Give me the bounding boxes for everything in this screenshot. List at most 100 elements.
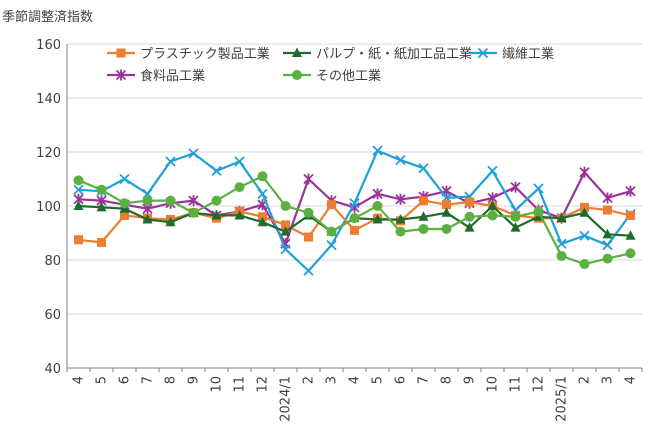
data-point [142, 214, 153, 224]
legend-item: パルプ・紙・紙加工品工業 [283, 46, 472, 62]
data-point [188, 148, 199, 159]
data-point [73, 200, 84, 210]
x-tick-label: 10 [210, 376, 225, 393]
data-point [211, 209, 222, 220]
y-tick-label: 160 [36, 38, 61, 53]
data-point [477, 47, 489, 59]
data-point [625, 248, 636, 259]
data-point [419, 196, 428, 206]
data-point [579, 259, 590, 270]
data-point [464, 222, 475, 232]
legend-label: プラスチック製品工業 [140, 46, 270, 62]
x-tick-label: 2024/1 [279, 376, 294, 422]
data-point [487, 210, 498, 221]
data-point [116, 48, 126, 58]
data-point [602, 240, 613, 251]
y-tick-label: 40 [44, 362, 61, 377]
y-tick-label: 80 [44, 254, 61, 269]
data-point [625, 230, 636, 240]
data-point [303, 173, 314, 185]
x-tick-label: 11 [509, 376, 524, 393]
data-point [579, 207, 590, 217]
legend-item: その他工業 [283, 68, 381, 84]
data-point [292, 47, 302, 57]
data-point [556, 250, 567, 261]
data-point [292, 70, 302, 80]
data-point [303, 207, 314, 218]
legend-item: 繊維工業 [469, 46, 554, 62]
data-point [487, 200, 498, 210]
x-tick-label: 8 [440, 376, 455, 384]
data-point [142, 195, 153, 206]
data-point [165, 216, 176, 227]
x-tick-label: 9 [463, 376, 478, 384]
data-point [441, 223, 452, 234]
x-tick-label: 3 [325, 376, 340, 384]
data-point [464, 211, 475, 222]
data-point [303, 265, 314, 276]
data-point [418, 163, 429, 174]
data-point [304, 232, 313, 242]
data-point [96, 201, 107, 212]
data-point [280, 201, 291, 211]
data-point [372, 214, 383, 224]
data-point [418, 211, 429, 221]
data-point [395, 214, 406, 224]
series-4 [73, 171, 636, 270]
data-point [556, 212, 567, 223]
data-point [372, 145, 383, 156]
data-point [97, 237, 106, 247]
data-point [326, 226, 337, 237]
x-tick-label: 9 [187, 376, 202, 384]
data-point [234, 182, 245, 193]
data-point [211, 165, 222, 177]
data-point [372, 188, 383, 200]
data-point [165, 156, 176, 167]
y-tick-label: 100 [36, 200, 61, 215]
data-point [465, 197, 474, 207]
data-point [418, 223, 429, 234]
data-point [73, 175, 84, 186]
data-point [115, 69, 127, 81]
data-point [626, 210, 635, 220]
data-point [579, 230, 590, 241]
x-tick-label: 2025/1 [555, 376, 570, 422]
data-point [257, 188, 268, 199]
data-point [234, 156, 245, 167]
data-point [625, 185, 636, 197]
data-point [395, 154, 406, 166]
data-point [441, 207, 452, 217]
legend-label: 食料品工業 [140, 68, 205, 84]
data-point [602, 253, 613, 264]
data-point [487, 165, 498, 177]
data-point [96, 184, 107, 195]
x-tick-label: 7 [141, 376, 156, 384]
data-point [257, 216, 268, 227]
data-point [372, 201, 383, 211]
x-tick-label: 8 [164, 376, 179, 384]
legend-item: 食料品工業 [107, 68, 205, 84]
data-point [350, 225, 359, 235]
data-point [280, 244, 291, 255]
x-tick-label: 7 [417, 376, 432, 384]
data-point [281, 220, 290, 230]
data-point [234, 209, 245, 220]
x-tick-label: 2 [302, 376, 317, 384]
legend-label: 繊維工業 [502, 46, 554, 62]
data-point [119, 198, 130, 209]
data-point [533, 183, 544, 194]
y-axis-title: 季節調整済指数 [2, 9, 93, 25]
data-point [602, 192, 613, 204]
legend-item: プラスチック製品工業 [107, 46, 270, 62]
x-tick-label: 4 [624, 376, 639, 384]
data-point [211, 195, 222, 206]
x-tick-label: 3 [601, 376, 616, 384]
x-tick-label: 11 [233, 376, 248, 393]
legend-label: その他工業 [316, 68, 381, 84]
data-point [510, 181, 521, 193]
x-tick-label: 10 [486, 376, 501, 393]
data-point [120, 210, 129, 220]
